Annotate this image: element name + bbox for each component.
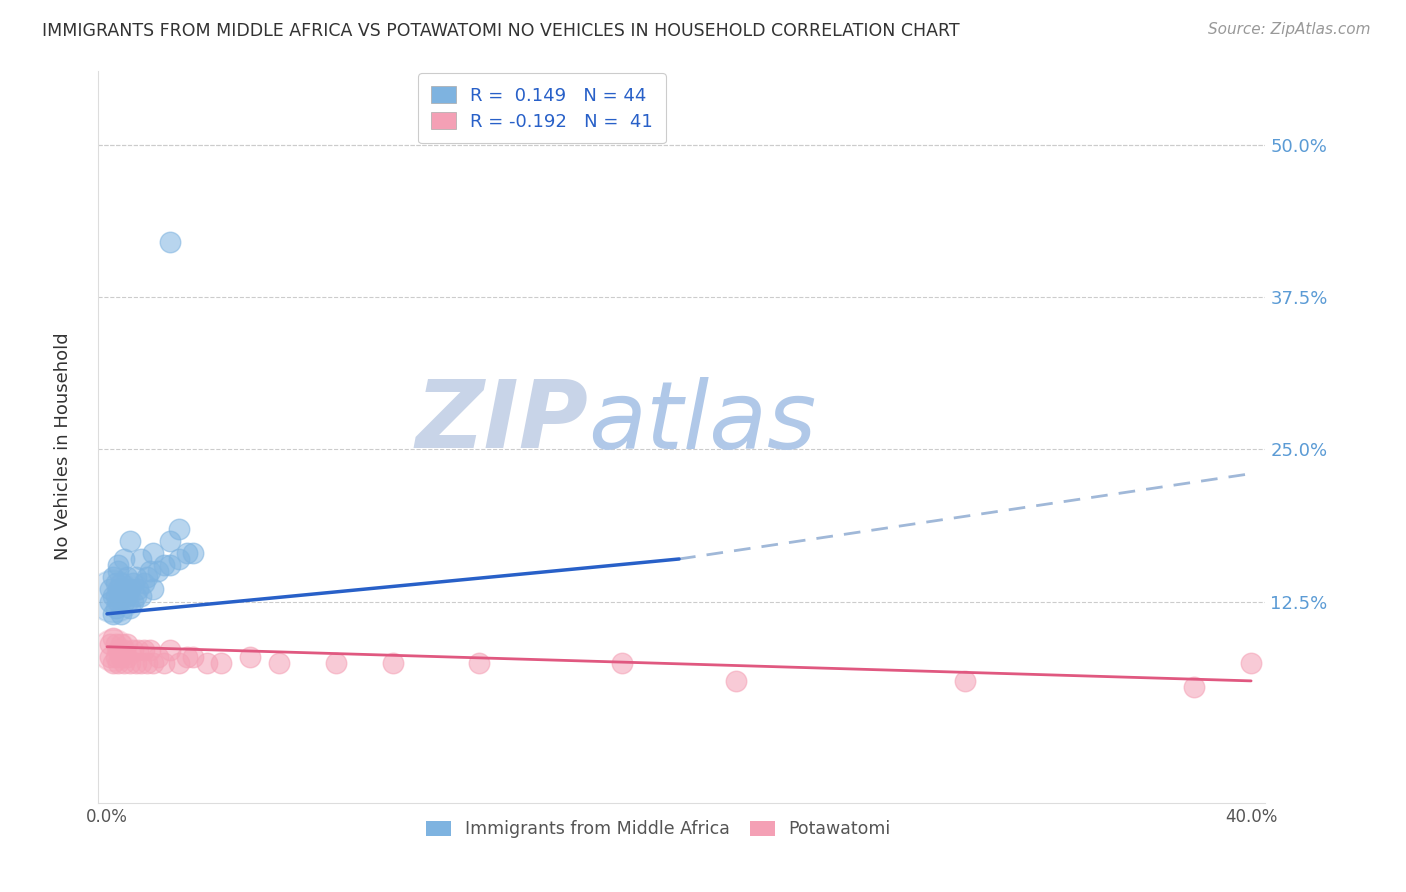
Point (101, 643, 124, 657)
Point (112, 643, 135, 657)
Point (267, 656, 290, 670)
Point (115, 649, 138, 664)
Point (104, 576, 127, 591)
Point (159, 235, 181, 249)
Point (159, 643, 181, 657)
Point (142, 656, 165, 670)
Point (115, 637, 138, 651)
Point (131, 656, 153, 670)
Point (148, 564, 170, 578)
Point (195, 656, 218, 670)
Point (124, 656, 146, 670)
Point (107, 594, 129, 608)
Point (610, 656, 633, 670)
Text: No Vehicles in Household: No Vehicles in Household (55, 332, 72, 560)
Point (101, 656, 124, 670)
Text: Source: ZipAtlas.com: Source: ZipAtlas.com (1208, 22, 1371, 37)
Point (134, 576, 156, 591)
Point (98, 637, 121, 651)
Point (127, 643, 149, 657)
Point (110, 576, 132, 591)
Point (136, 570, 159, 584)
Point (142, 546, 165, 560)
Point (167, 552, 190, 566)
Point (136, 656, 159, 670)
Point (101, 589, 124, 603)
Point (101, 607, 124, 621)
Point (139, 564, 162, 578)
Point (953, 673, 976, 688)
Point (101, 589, 124, 603)
Text: atlas: atlas (589, 377, 817, 468)
Point (115, 570, 138, 584)
Point (148, 649, 170, 664)
Point (1182, 680, 1205, 694)
Point (1240, 656, 1263, 670)
Point (325, 656, 347, 670)
Point (107, 582, 129, 597)
Point (176, 649, 198, 664)
Point (115, 589, 138, 603)
Point (142, 582, 165, 597)
Point (127, 582, 149, 597)
Point (124, 570, 146, 584)
Point (112, 656, 135, 670)
Point (104, 600, 127, 615)
Point (139, 643, 162, 657)
Point (107, 564, 129, 578)
Point (118, 582, 141, 597)
Point (131, 552, 153, 566)
Point (181, 546, 204, 560)
Text: IMMIGRANTS FROM MIDDLE AFRICA VS POTAWATOMI NO VEHICLES IN HOUSEHOLD CORRELATION: IMMIGRANTS FROM MIDDLE AFRICA VS POTAWAT… (42, 22, 960, 40)
Point (382, 656, 405, 670)
Point (112, 582, 135, 597)
Point (110, 607, 132, 621)
Point (239, 649, 262, 664)
Point (107, 643, 129, 657)
Point (124, 589, 146, 603)
Point (121, 576, 143, 591)
Point (159, 558, 181, 573)
Point (209, 656, 232, 670)
Point (112, 594, 135, 608)
Point (107, 558, 129, 573)
Point (167, 656, 190, 670)
Point (468, 656, 491, 670)
Point (101, 570, 124, 584)
Point (112, 552, 135, 566)
Point (107, 656, 129, 670)
Point (110, 649, 132, 664)
Point (121, 643, 143, 657)
Point (153, 656, 176, 670)
Point (104, 589, 127, 603)
Point (101, 632, 124, 646)
Point (118, 656, 141, 670)
Point (110, 589, 132, 603)
Point (153, 558, 176, 573)
Point (131, 589, 153, 603)
Point (104, 637, 127, 651)
Point (176, 546, 198, 560)
Point (104, 649, 127, 664)
Legend: Immigrants from Middle Africa, Potawatomi: Immigrants from Middle Africa, Potawatom… (419, 814, 897, 846)
Point (134, 643, 156, 657)
Point (725, 673, 748, 688)
Point (181, 649, 204, 664)
Point (98, 649, 121, 664)
Point (167, 521, 190, 535)
Text: ZIP: ZIP (416, 376, 589, 468)
Point (118, 533, 141, 548)
Point (118, 600, 141, 615)
Point (159, 533, 181, 548)
Point (98, 582, 121, 597)
Point (98, 594, 121, 608)
Point (110, 637, 132, 651)
Point (121, 594, 143, 608)
